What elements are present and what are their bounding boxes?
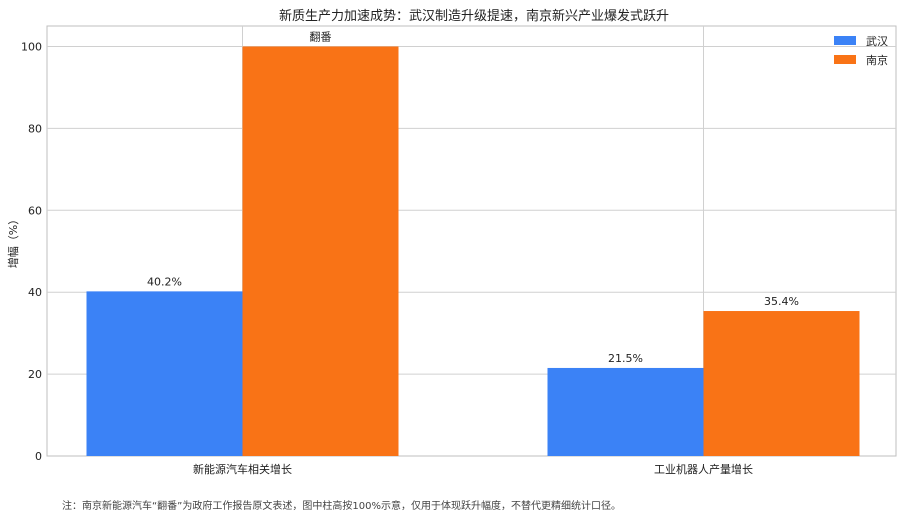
bar-data-label: 40.2% [147, 275, 182, 288]
y-tick-label: 0 [35, 450, 42, 463]
bar-武汉-0 [86, 291, 243, 456]
legend-label: 武汉 [866, 35, 888, 48]
bar-data-label: 翻番 [310, 29, 332, 43]
y-tick-label: 100 [21, 40, 42, 53]
bar-data-label: 35.4% [764, 295, 799, 308]
x-tick-label: 新能源汽车相关增长 [193, 462, 292, 476]
bar-南京-1 [703, 311, 860, 456]
legend-swatch-南京 [834, 55, 856, 64]
x-tick-label: 工业机器人产量增长 [654, 462, 753, 476]
bar-南京-0 [242, 46, 399, 456]
legend-label: 南京 [866, 53, 888, 67]
y-tick-label: 20 [28, 368, 42, 381]
bar-data-label: 21.5% [608, 352, 643, 365]
y-tick-label: 40 [28, 286, 42, 299]
footnote: 注：南京新能源汽车“翻番”为政府工作报告原文表述，图中柱高按100%示意，仅用于… [62, 501, 621, 512]
axes: 0 20 40 60 80 100 新能源汽车相关增长 工业机器人产量增长 [21, 40, 753, 476]
chart-title: 新质生产力加速成势：武汉制造升级提速，南京新兴产业爆发式跃升 [279, 8, 669, 24]
bars: 40.2% 21.5% 翻番 35.4% [86, 29, 860, 456]
bar-武汉-1 [547, 367, 704, 456]
plot-frame [46, 25, 897, 457]
legend-swatch-武汉 [834, 36, 856, 45]
y-axis-label: 增幅（%） [6, 214, 20, 268]
y-tick-label: 60 [28, 204, 42, 217]
y-tick-label: 80 [28, 122, 42, 135]
